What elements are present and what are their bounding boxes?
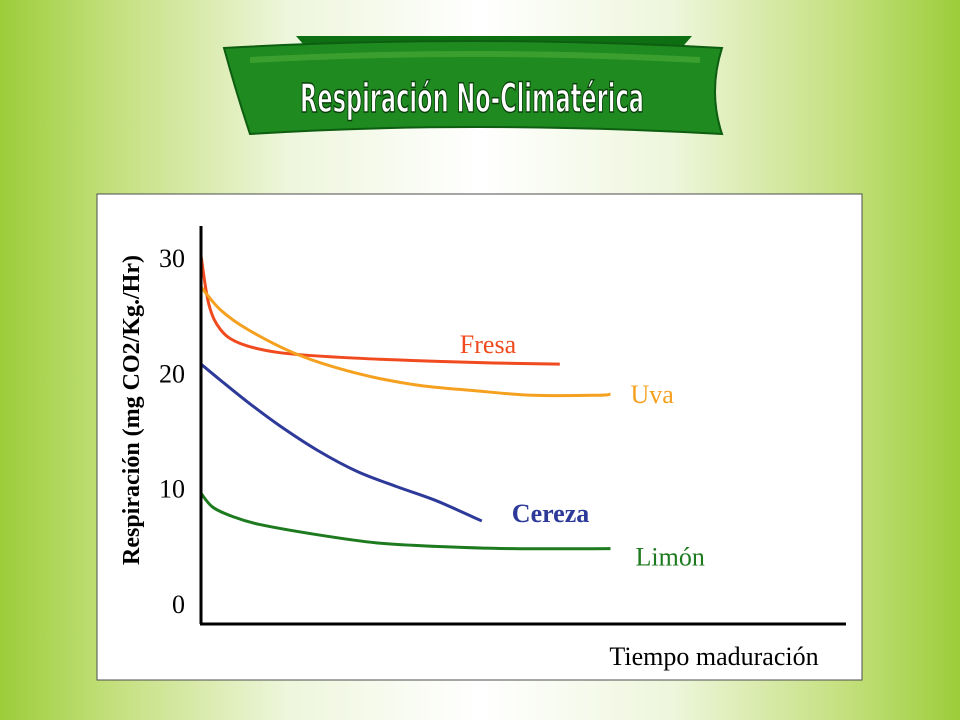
series-label-uva: Uva: [631, 380, 675, 409]
y-axis-label: Respiración (mg CO2/Kg./Hr): [119, 255, 145, 565]
slide-title: Respiración No-Climatérica: [300, 76, 644, 122]
series-line-cereza: [200, 362, 483, 523]
series-label-limon: Limón: [636, 543, 705, 572]
banner-front-ribbon: [222, 40, 724, 136]
y-tick-label: 0: [172, 590, 185, 619]
series-line-fresa: [199, 255, 560, 366]
series-label-fresa: Fresa: [460, 330, 517, 359]
x-axis-label: Tiempo maduración: [609, 642, 818, 671]
series-line-limon: [199, 492, 611, 551]
y-tick-label: 20: [159, 359, 185, 388]
chart-frame: [96, 193, 863, 681]
banner-highlight: [249, 51, 701, 63]
y-tick-label: 30: [159, 244, 185, 273]
y-tick-label: 10: [159, 475, 185, 504]
title-banner: Respiración No-Climatérica: [222, 36, 724, 136]
series-label-cereza: Cereza: [512, 499, 589, 528]
series-line-uva: [199, 285, 611, 398]
